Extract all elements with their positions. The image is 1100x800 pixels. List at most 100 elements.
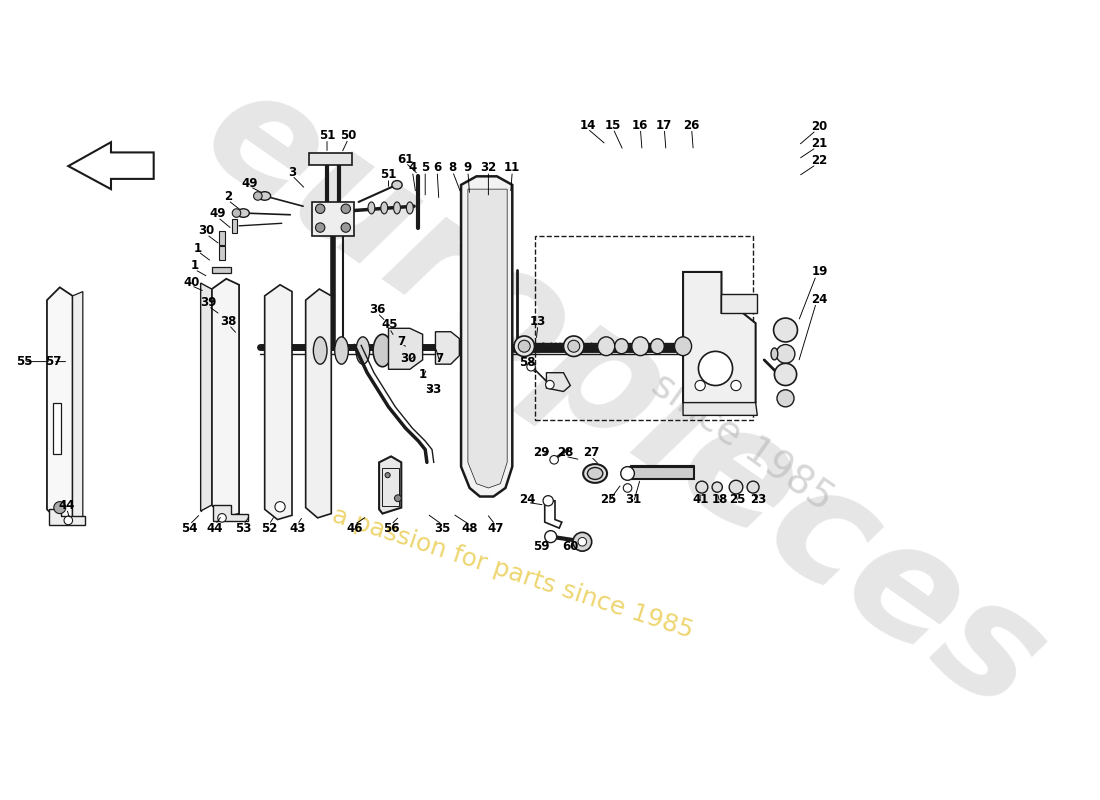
Ellipse shape bbox=[373, 334, 392, 366]
Polygon shape bbox=[683, 272, 756, 411]
Circle shape bbox=[774, 363, 796, 386]
Bar bbox=[630, 466, 694, 478]
Text: 51: 51 bbox=[319, 129, 336, 142]
Text: 8: 8 bbox=[449, 162, 456, 174]
Text: 29: 29 bbox=[534, 446, 550, 459]
Circle shape bbox=[518, 340, 530, 352]
Polygon shape bbox=[683, 402, 757, 415]
Ellipse shape bbox=[587, 467, 603, 479]
Bar bbox=[536, 236, 754, 420]
Circle shape bbox=[730, 380, 741, 390]
Text: 49: 49 bbox=[209, 207, 226, 220]
Text: 46: 46 bbox=[346, 522, 363, 534]
Polygon shape bbox=[436, 332, 460, 364]
Polygon shape bbox=[468, 189, 507, 488]
Text: 49: 49 bbox=[242, 177, 258, 190]
Text: 7: 7 bbox=[436, 352, 443, 365]
Polygon shape bbox=[265, 285, 292, 519]
Bar bbox=[211, 267, 231, 273]
Circle shape bbox=[698, 351, 733, 386]
Text: 51: 51 bbox=[381, 168, 397, 181]
Ellipse shape bbox=[631, 337, 649, 356]
Bar bbox=[382, 468, 398, 506]
Text: 17: 17 bbox=[656, 118, 672, 132]
Polygon shape bbox=[461, 176, 513, 497]
Text: 48: 48 bbox=[461, 522, 477, 534]
Polygon shape bbox=[306, 289, 331, 518]
Text: 47: 47 bbox=[487, 522, 504, 534]
Ellipse shape bbox=[356, 337, 370, 364]
Text: 54: 54 bbox=[182, 522, 198, 534]
Bar bbox=[232, 219, 238, 233]
Text: 24: 24 bbox=[812, 293, 828, 306]
Circle shape bbox=[64, 516, 73, 525]
Circle shape bbox=[550, 455, 559, 464]
Text: 44: 44 bbox=[207, 522, 223, 534]
Text: 45: 45 bbox=[381, 318, 397, 331]
Circle shape bbox=[54, 502, 66, 514]
Circle shape bbox=[777, 390, 794, 407]
Text: 6: 6 bbox=[433, 162, 441, 174]
Ellipse shape bbox=[392, 181, 403, 189]
Text: 19: 19 bbox=[812, 266, 828, 278]
Text: 24: 24 bbox=[519, 493, 536, 506]
Text: 2: 2 bbox=[224, 190, 232, 203]
Ellipse shape bbox=[368, 202, 375, 214]
Circle shape bbox=[624, 484, 631, 492]
Circle shape bbox=[316, 204, 324, 214]
Text: a passion for parts since 1985: a passion for parts since 1985 bbox=[329, 503, 696, 643]
Text: 25: 25 bbox=[729, 493, 746, 506]
Text: 50: 50 bbox=[340, 129, 356, 142]
Circle shape bbox=[254, 192, 262, 200]
Text: 35: 35 bbox=[434, 522, 451, 534]
Text: 61: 61 bbox=[397, 153, 414, 166]
Ellipse shape bbox=[381, 202, 387, 214]
Ellipse shape bbox=[394, 202, 400, 214]
Polygon shape bbox=[68, 142, 154, 189]
Bar bbox=[219, 246, 224, 260]
Ellipse shape bbox=[406, 202, 414, 214]
Circle shape bbox=[712, 482, 723, 492]
Text: 52: 52 bbox=[261, 522, 277, 534]
Text: 20: 20 bbox=[812, 120, 828, 134]
Circle shape bbox=[568, 340, 580, 352]
Circle shape bbox=[773, 318, 798, 342]
Text: 23: 23 bbox=[750, 493, 767, 506]
Text: 21: 21 bbox=[812, 138, 828, 150]
Text: 30: 30 bbox=[198, 225, 214, 238]
Text: 13: 13 bbox=[530, 315, 546, 328]
Text: since 1985: since 1985 bbox=[645, 365, 840, 518]
Circle shape bbox=[544, 530, 557, 542]
Text: 5: 5 bbox=[421, 162, 429, 174]
Text: 1: 1 bbox=[419, 368, 427, 381]
Polygon shape bbox=[211, 278, 239, 518]
Text: 1: 1 bbox=[190, 259, 199, 273]
Text: 40: 40 bbox=[183, 276, 199, 289]
Ellipse shape bbox=[771, 348, 778, 360]
Polygon shape bbox=[388, 328, 422, 370]
Ellipse shape bbox=[258, 192, 271, 200]
Text: 16: 16 bbox=[632, 118, 649, 132]
Bar bbox=[219, 231, 224, 245]
Polygon shape bbox=[73, 291, 82, 522]
Circle shape bbox=[316, 223, 324, 232]
Circle shape bbox=[729, 480, 743, 494]
Polygon shape bbox=[48, 510, 86, 525]
Text: 59: 59 bbox=[534, 540, 550, 554]
Text: 22: 22 bbox=[812, 154, 828, 167]
Text: 30: 30 bbox=[400, 352, 416, 365]
Polygon shape bbox=[213, 505, 248, 522]
Text: 41: 41 bbox=[692, 493, 708, 506]
Circle shape bbox=[695, 380, 705, 390]
Text: 28: 28 bbox=[557, 446, 573, 459]
Text: 15: 15 bbox=[605, 118, 621, 132]
Text: 31: 31 bbox=[626, 493, 641, 506]
Circle shape bbox=[395, 495, 402, 502]
Text: 3: 3 bbox=[288, 166, 296, 178]
Circle shape bbox=[527, 362, 536, 371]
Polygon shape bbox=[379, 456, 401, 514]
Text: 56: 56 bbox=[383, 522, 399, 534]
Text: 7: 7 bbox=[397, 334, 406, 348]
Text: 58: 58 bbox=[519, 356, 536, 369]
Ellipse shape bbox=[597, 337, 615, 356]
